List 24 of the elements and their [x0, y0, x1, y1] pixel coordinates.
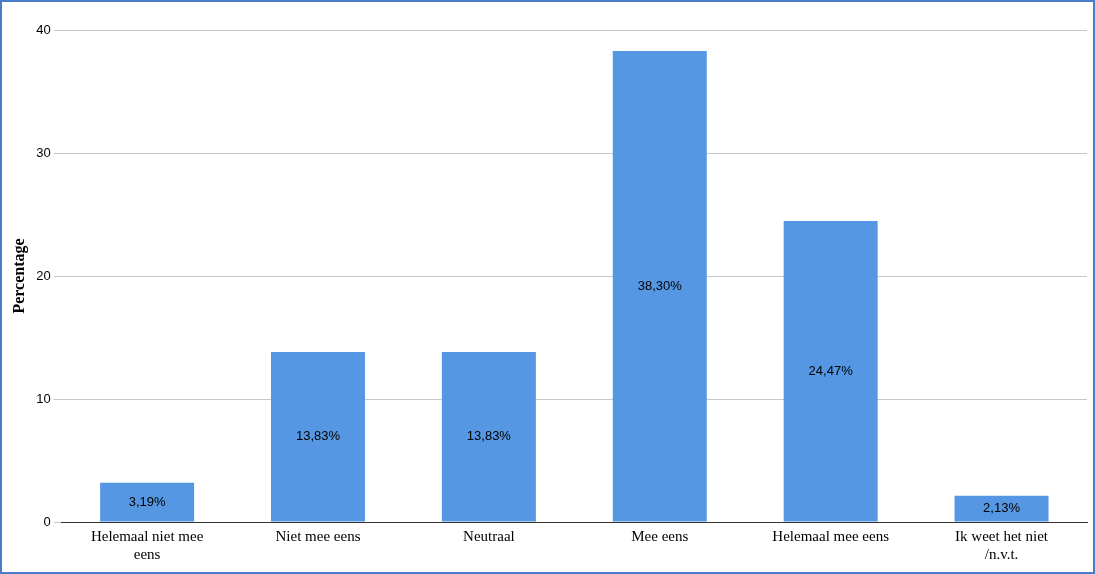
- y-axis-title: Percentage: [9, 238, 28, 314]
- y-tick-label: 30: [36, 144, 51, 160]
- y-tick-label: 40: [36, 21, 51, 37]
- bar: [271, 351, 365, 522]
- bar: [441, 351, 536, 522]
- data-label: 24,47%: [808, 362, 854, 378]
- bar: [100, 482, 195, 522]
- y-tick-label: 20: [36, 267, 51, 283]
- y-tick-label: 0: [43, 513, 51, 529]
- data-label: 3,19%: [128, 493, 166, 509]
- bar: [612, 50, 707, 522]
- x-tick-label: Neutraal: [463, 527, 515, 544]
- bar: [783, 221, 878, 522]
- y-tick-label: 10: [36, 390, 51, 406]
- x-tick-label: Helemaal mee eens: [772, 527, 890, 544]
- x-tick-label: Mee eens: [631, 527, 689, 544]
- data-label: 2,13%: [983, 500, 1021, 516]
- data-label: 13,83%: [466, 428, 512, 444]
- bar: [954, 495, 1049, 522]
- x-tick-label: Niet mee eens: [275, 527, 361, 544]
- data-label: 13,83%: [295, 428, 341, 444]
- x-tick-label: Ik weet het niet /n.v.t.: [955, 527, 1049, 562]
- x-tick-label: Helemaal niet mee eens: [90, 527, 204, 562]
- data-label: 38,30%: [637, 277, 683, 293]
